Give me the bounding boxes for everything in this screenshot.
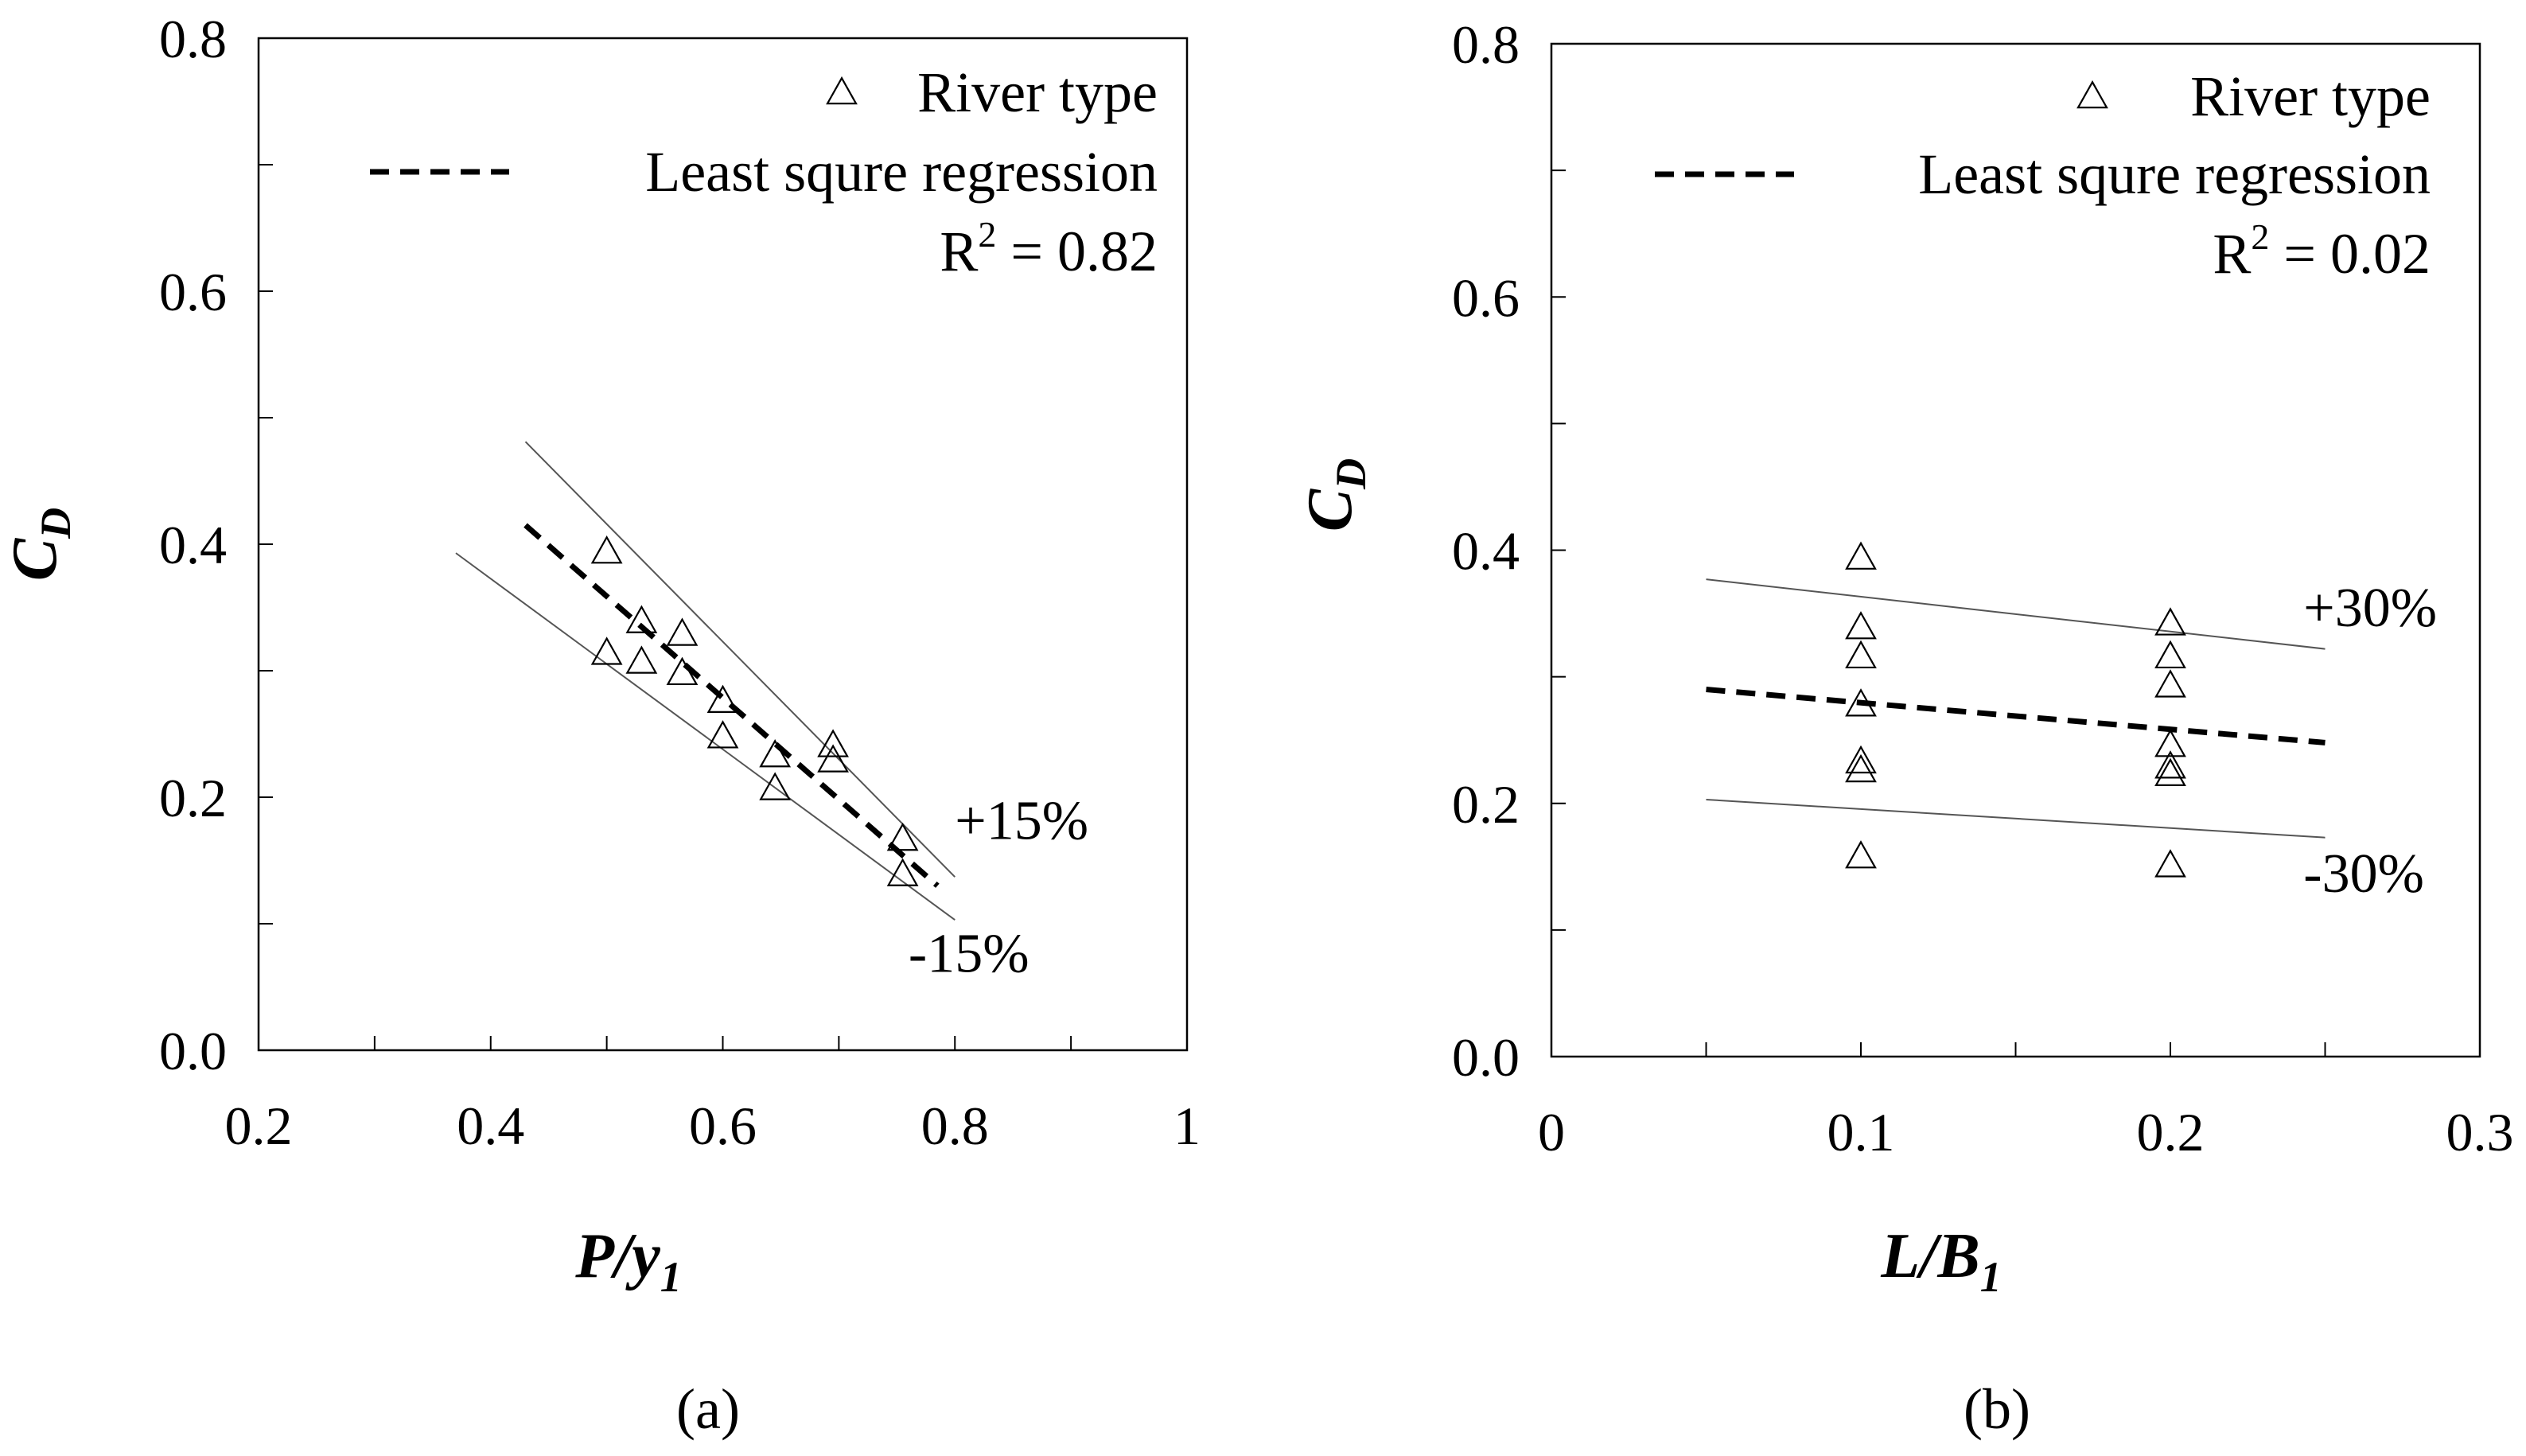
r2-superscript: 2 (2251, 216, 2269, 257)
band-label: +15% (955, 790, 1088, 851)
legend-line-label: Least squre regression (1918, 142, 2431, 206)
band-line (524, 441, 956, 878)
band-label: +30% (2303, 578, 2437, 639)
band-line (1706, 798, 2326, 839)
r2-value: = 0.82 (996, 220, 1158, 283)
data-point (625, 605, 658, 633)
data-point (1845, 640, 1877, 669)
legend-marker-icon (826, 76, 858, 105)
panel-a: 0.2 0.4 0.6 0.8 1 0.0 0.2 0.4 0.6 0.8 +15% -15% Rive… (0, 9, 1201, 1441)
panel-label: (b) (1964, 1377, 2030, 1441)
data-point (1845, 840, 1877, 869)
panel-label: (a) (676, 1377, 740, 1441)
y-tick-label: 0.8 (1452, 14, 1520, 75)
regression-line (1706, 687, 2326, 746)
x-axis-title: L/B1 (1880, 1221, 2001, 1301)
data-point (2154, 640, 2186, 669)
x-tick-label: 0.1 (1827, 1102, 1895, 1162)
x-tick-label: 0.6 (689, 1096, 757, 1156)
band-label: -15% (909, 923, 1029, 984)
data-point (625, 645, 658, 674)
data-point (1845, 745, 1877, 774)
y-tick-label: 0.0 (1452, 1027, 1520, 1088)
y-tick-label: 0.4 (1452, 521, 1520, 582)
panel-b: 0 0.1 0.2 0.3 0.0 0.2 0.4 0.6 0.8 +30% -30% River t… (1295, 14, 2514, 1441)
band-line (1706, 578, 2326, 650)
data-point (666, 617, 699, 646)
band-label: -30% (2303, 843, 2424, 905)
x-axis-title-sub: 1 (1980, 1253, 2002, 1301)
r-squared-label: R2 = 0.02 (2213, 216, 2431, 286)
y-tick-label: 0.2 (159, 768, 227, 828)
y-tick-label: 0.6 (159, 262, 227, 322)
band-line (455, 552, 956, 921)
legend-line-label: Least squre regression (645, 140, 1158, 204)
data-point (590, 637, 623, 665)
y-axis-title: CD (1295, 458, 1375, 531)
data-point (1845, 541, 1877, 570)
legend-marker-label: River type (917, 60, 1158, 124)
x-axis-title-main: L/B (1880, 1221, 1979, 1291)
data-point (2154, 750, 2186, 779)
y-tick-label: 0.8 (159, 9, 227, 69)
data-point (590, 535, 623, 564)
regression-line (523, 523, 940, 888)
r2-prefix: R (2213, 222, 2251, 286)
y-axis-title: CD (0, 508, 80, 581)
data-point (706, 720, 739, 749)
x-tick-label: 0.8 (921, 1096, 989, 1156)
data-point (2154, 757, 2186, 787)
data-point (1845, 753, 1877, 783)
r2-prefix: R (940, 220, 978, 283)
data-point (2154, 729, 2186, 757)
x-tick-label: 0.2 (2137, 1102, 2205, 1162)
y-axis-title-main: C (1295, 488, 1365, 531)
x-axis-title-main: P/y (574, 1221, 660, 1291)
y-tick-label: 0.0 (159, 1021, 227, 1081)
x-tick-label: 1 (1173, 1096, 1201, 1156)
y-tick-label: 0.6 (1452, 267, 1520, 328)
data-point (886, 858, 919, 886)
data-point (2154, 849, 2186, 878)
legend-marker-icon (2076, 80, 2108, 109)
y-tick-label: 0.4 (159, 515, 227, 575)
data-point (2154, 669, 2186, 698)
y-axis-title-sub: D (32, 508, 80, 539)
data-point (666, 656, 699, 686)
data-point (1845, 688, 1877, 717)
y-axis-title-main: C (0, 537, 70, 581)
data-point (2154, 607, 2186, 636)
data-point (759, 739, 792, 768)
r-squared-label: R2 = 0.82 (940, 214, 1158, 283)
x-tick-label: 0.2 (225, 1096, 293, 1156)
data-point (886, 822, 919, 851)
y-axis-title-group: CD (1295, 458, 1375, 531)
y-axis-title-sub: D (1327, 458, 1375, 490)
data-point (706, 684, 739, 714)
data-point (1845, 611, 1877, 640)
x-axis-title: P/y1 (574, 1221, 682, 1301)
x-tick-label: 0.4 (457, 1096, 524, 1156)
data-point (817, 744, 849, 773)
data-point (817, 729, 849, 757)
y-tick-label: 0.2 (1452, 774, 1520, 835)
r2-value: = 0.02 (2269, 222, 2431, 286)
x-tick-label: 0 (1538, 1102, 1565, 1162)
r2-superscript: 2 (978, 214, 996, 255)
legend-marker-label: River type (2190, 64, 2431, 128)
x-axis-title-sub: 1 (660, 1253, 682, 1301)
x-tick-label: 0.3 (2446, 1102, 2514, 1162)
data-point (759, 772, 792, 800)
y-axis-title-group: CD (0, 508, 80, 581)
